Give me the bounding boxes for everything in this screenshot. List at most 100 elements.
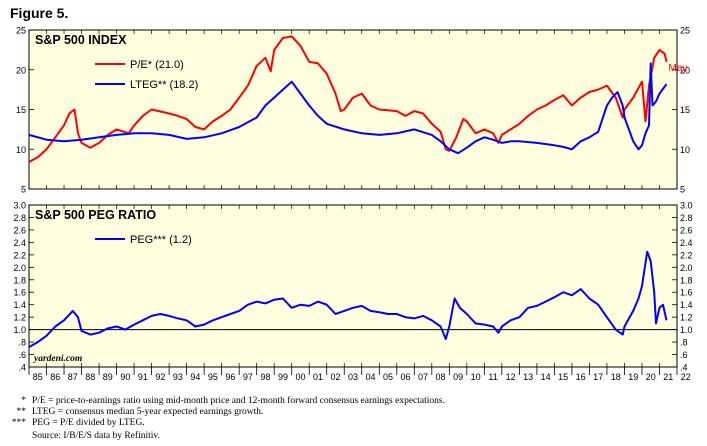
- y-tick-label-left: 1.8: [13, 275, 26, 285]
- panel-title: S&P 500 PEG RATIO: [35, 208, 156, 222]
- y-tick-label-left: 2.6: [13, 225, 26, 235]
- plot-area: [28, 29, 678, 190]
- footnote-text: P/E = price-to-earnings ratio using mid-…: [32, 396, 445, 406]
- y-tick-label-right: 1.6: [680, 288, 693, 298]
- y-tick-label-left: 1.4: [13, 300, 26, 310]
- footnote-mark: ***: [11, 418, 26, 428]
- y-tick-label-left: 10: [16, 145, 26, 155]
- x-tick-label: 15: [558, 372, 568, 382]
- x-tick-label: 91: [138, 372, 148, 382]
- y-tick-label-right: 5: [680, 185, 685, 195]
- x-tick-label: 19: [628, 372, 638, 382]
- x-tick-label: 04: [366, 372, 376, 382]
- x-tick-label: 87: [68, 372, 78, 382]
- y-tick-label-left: 3.0: [13, 201, 26, 211]
- x-tick-label: 05: [383, 372, 393, 382]
- series-line: [28, 62, 668, 155]
- legend-label: LTEG** (18.2): [130, 79, 198, 91]
- y-tick-label-left: 1.6: [13, 288, 26, 298]
- series-line: [28, 250, 668, 348]
- footnote: *** PEG = P/E divided by LTEG.: [0, 418, 145, 429]
- y-tick-label-right: 2.0: [680, 263, 693, 273]
- y-tick-label-right: 20: [680, 65, 690, 75]
- footnote: * P/E = price-to-earnings ratio using mid…: [0, 396, 445, 407]
- legend-label: P/E* (21.0): [130, 59, 184, 71]
- x-tick-label: 03: [348, 372, 358, 382]
- y-tick-label-right: 1.2: [680, 313, 693, 323]
- x-tick-label: 07: [418, 372, 428, 382]
- y-tick-label-left: 1.0: [13, 325, 26, 335]
- x-tick-label: 94: [190, 372, 200, 382]
- x-tick-label: 12: [506, 372, 516, 382]
- plot-area: [28, 204, 678, 368]
- x-tick-label: 00: [295, 372, 305, 382]
- x-tick-label: 96: [225, 372, 235, 382]
- y-tick-label-left: .4: [18, 363, 26, 373]
- figure-label: Figure 5.: [10, 5, 69, 21]
- x-tick-label: 86: [50, 372, 60, 382]
- x-axis: 85 86 87 88 89 90 91 92 93 94 95 96 97 98 99 00 01 02 03 04…: [28, 367, 691, 382]
- x-tick-label: 18: [611, 372, 621, 382]
- y-tick-label-right: 2.2: [680, 250, 693, 260]
- x-tick-label: 90: [120, 372, 130, 382]
- footnote-text: PEG = P/E divided by LTEG.: [32, 418, 145, 428]
- x-tick-label: 92: [155, 372, 165, 382]
- footnote-text: LTEG = consensus median 5-year expected …: [32, 407, 264, 417]
- y-tick-label-left: .6: [18, 350, 26, 360]
- y-tick-label-right: 10: [680, 145, 690, 155]
- x-tick-label: 02: [330, 372, 340, 382]
- x-tick-label: 10: [471, 372, 481, 382]
- x-tick-label: 93: [173, 372, 183, 382]
- y-tick-label-left: 20: [16, 65, 26, 75]
- y-tick-label-left: 25: [16, 26, 26, 36]
- y-tick-label-left: 2.4: [13, 238, 26, 248]
- x-tick-label: 88: [85, 372, 95, 382]
- panel-title: S&P 500 INDEX: [35, 33, 127, 47]
- y-tick-label-left: .8: [18, 338, 26, 348]
- legend-label: PEG*** (1.2): [130, 234, 192, 246]
- y-tick-label-left: 2.8: [13, 213, 26, 223]
- y-tick-label-right: .6: [680, 350, 688, 360]
- y-tick-label-right: 1.0: [680, 325, 693, 335]
- x-tick-label: 85: [33, 372, 43, 382]
- y-tick-label-left: 5: [21, 185, 26, 195]
- x-tick-label: 97: [243, 372, 253, 382]
- x-tick-label: 20: [646, 372, 656, 382]
- source-note: Source: I/B/E/S data by Refinitiv.: [32, 431, 160, 441]
- footnote-mark: *: [21, 396, 26, 406]
- end-annotation: May: [668, 63, 687, 74]
- x-tick-label: 01: [313, 372, 323, 382]
- x-tick-label: 22: [681, 372, 691, 382]
- y-tick-label-left: 1.2: [13, 313, 26, 323]
- x-tick-label: 14: [541, 372, 551, 382]
- y-tick-label-right: 25: [680, 26, 690, 36]
- y-tick-label-right: 1.8: [680, 275, 693, 285]
- y-tick-label-left: 15: [16, 105, 26, 115]
- footnote: ** LTEG = consensus median 5-year expecte…: [0, 407, 264, 418]
- y-tick-label-left: 2.2: [13, 250, 26, 260]
- y-tick-label-right: .8: [680, 338, 688, 348]
- x-tick-label: 98: [260, 372, 270, 382]
- y-tick-label-right: 15: [680, 105, 690, 115]
- x-tick-label: 09: [453, 372, 463, 382]
- watermark: yardeni.com: [33, 354, 82, 364]
- y-tick-label-right: 2.4: [680, 238, 693, 248]
- x-tick-label: 89: [103, 372, 113, 382]
- y-tick-label-right: 2.8: [680, 213, 693, 223]
- peg-panel: .4 .4 .6 .6 .8 .8 1.0 1.0 1.2 1.2 1.4 1.4 1.6 1.6 1.8 1…: [13, 201, 692, 373]
- y-tick-label-right: 1.4: [680, 300, 693, 310]
- x-tick-label: 11: [488, 372, 497, 382]
- y-tick-label-right: .4: [680, 363, 688, 373]
- series-line: [28, 35, 668, 163]
- x-tick-label: 16: [576, 372, 586, 382]
- x-tick-label: 08: [436, 372, 446, 382]
- y-tick-label-left: 2.0: [13, 263, 26, 273]
- y-tick-label-right: 2.6: [680, 225, 693, 235]
- footnote-mark: **: [16, 407, 27, 417]
- x-tick-label: 95: [208, 372, 218, 382]
- y-tick-label-right: 3.0: [680, 201, 693, 211]
- x-tick-label: 17: [593, 372, 603, 382]
- x-tick-label: 06: [401, 372, 411, 382]
